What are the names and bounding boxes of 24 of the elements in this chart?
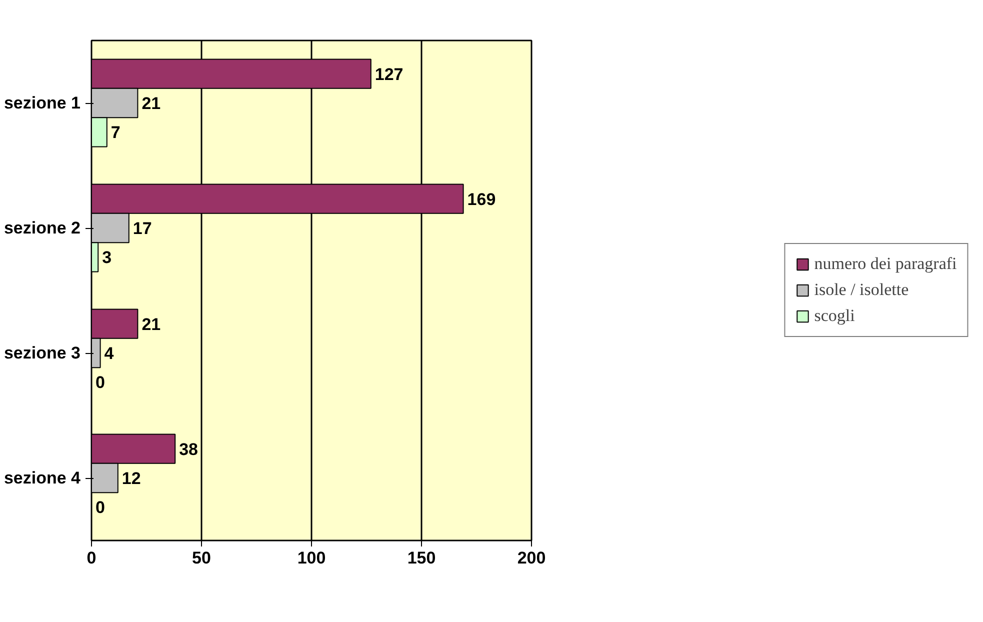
- data-label: 12: [122, 469, 141, 488]
- data-label: 7: [110, 123, 120, 142]
- x-tick-label: 150: [407, 548, 436, 568]
- y-tick-label: sezione 1: [4, 94, 81, 112]
- data-label: 0: [96, 498, 105, 518]
- x-tick-label: 50: [192, 548, 211, 568]
- x-tick-label: 0: [86, 548, 96, 568]
- legend-label: numero dei paragrafi: [814, 254, 957, 274]
- y-tick-label: sezione 4: [4, 468, 82, 488]
- x-tick-label: 100: [297, 548, 326, 568]
- data-label: 0: [96, 373, 105, 392]
- y-tick-label: sezione 2: [4, 218, 81, 238]
- x-tick-label: 200: [517, 548, 546, 568]
- data-label: 17: [132, 219, 152, 238]
- y-tick-label: sezione 3: [4, 344, 81, 362]
- data-label: 38: [179, 440, 198, 459]
- data-label: 21: [142, 94, 161, 113]
- legend-label: isole / isolette: [814, 280, 909, 300]
- legend-label: scogli: [814, 306, 855, 326]
- data-label: 3: [102, 248, 112, 268]
- data-label: 21: [142, 314, 161, 334]
- data-label: 169: [467, 190, 496, 209]
- data-label: 4: [104, 344, 114, 363]
- data-label: 127: [374, 64, 404, 84]
